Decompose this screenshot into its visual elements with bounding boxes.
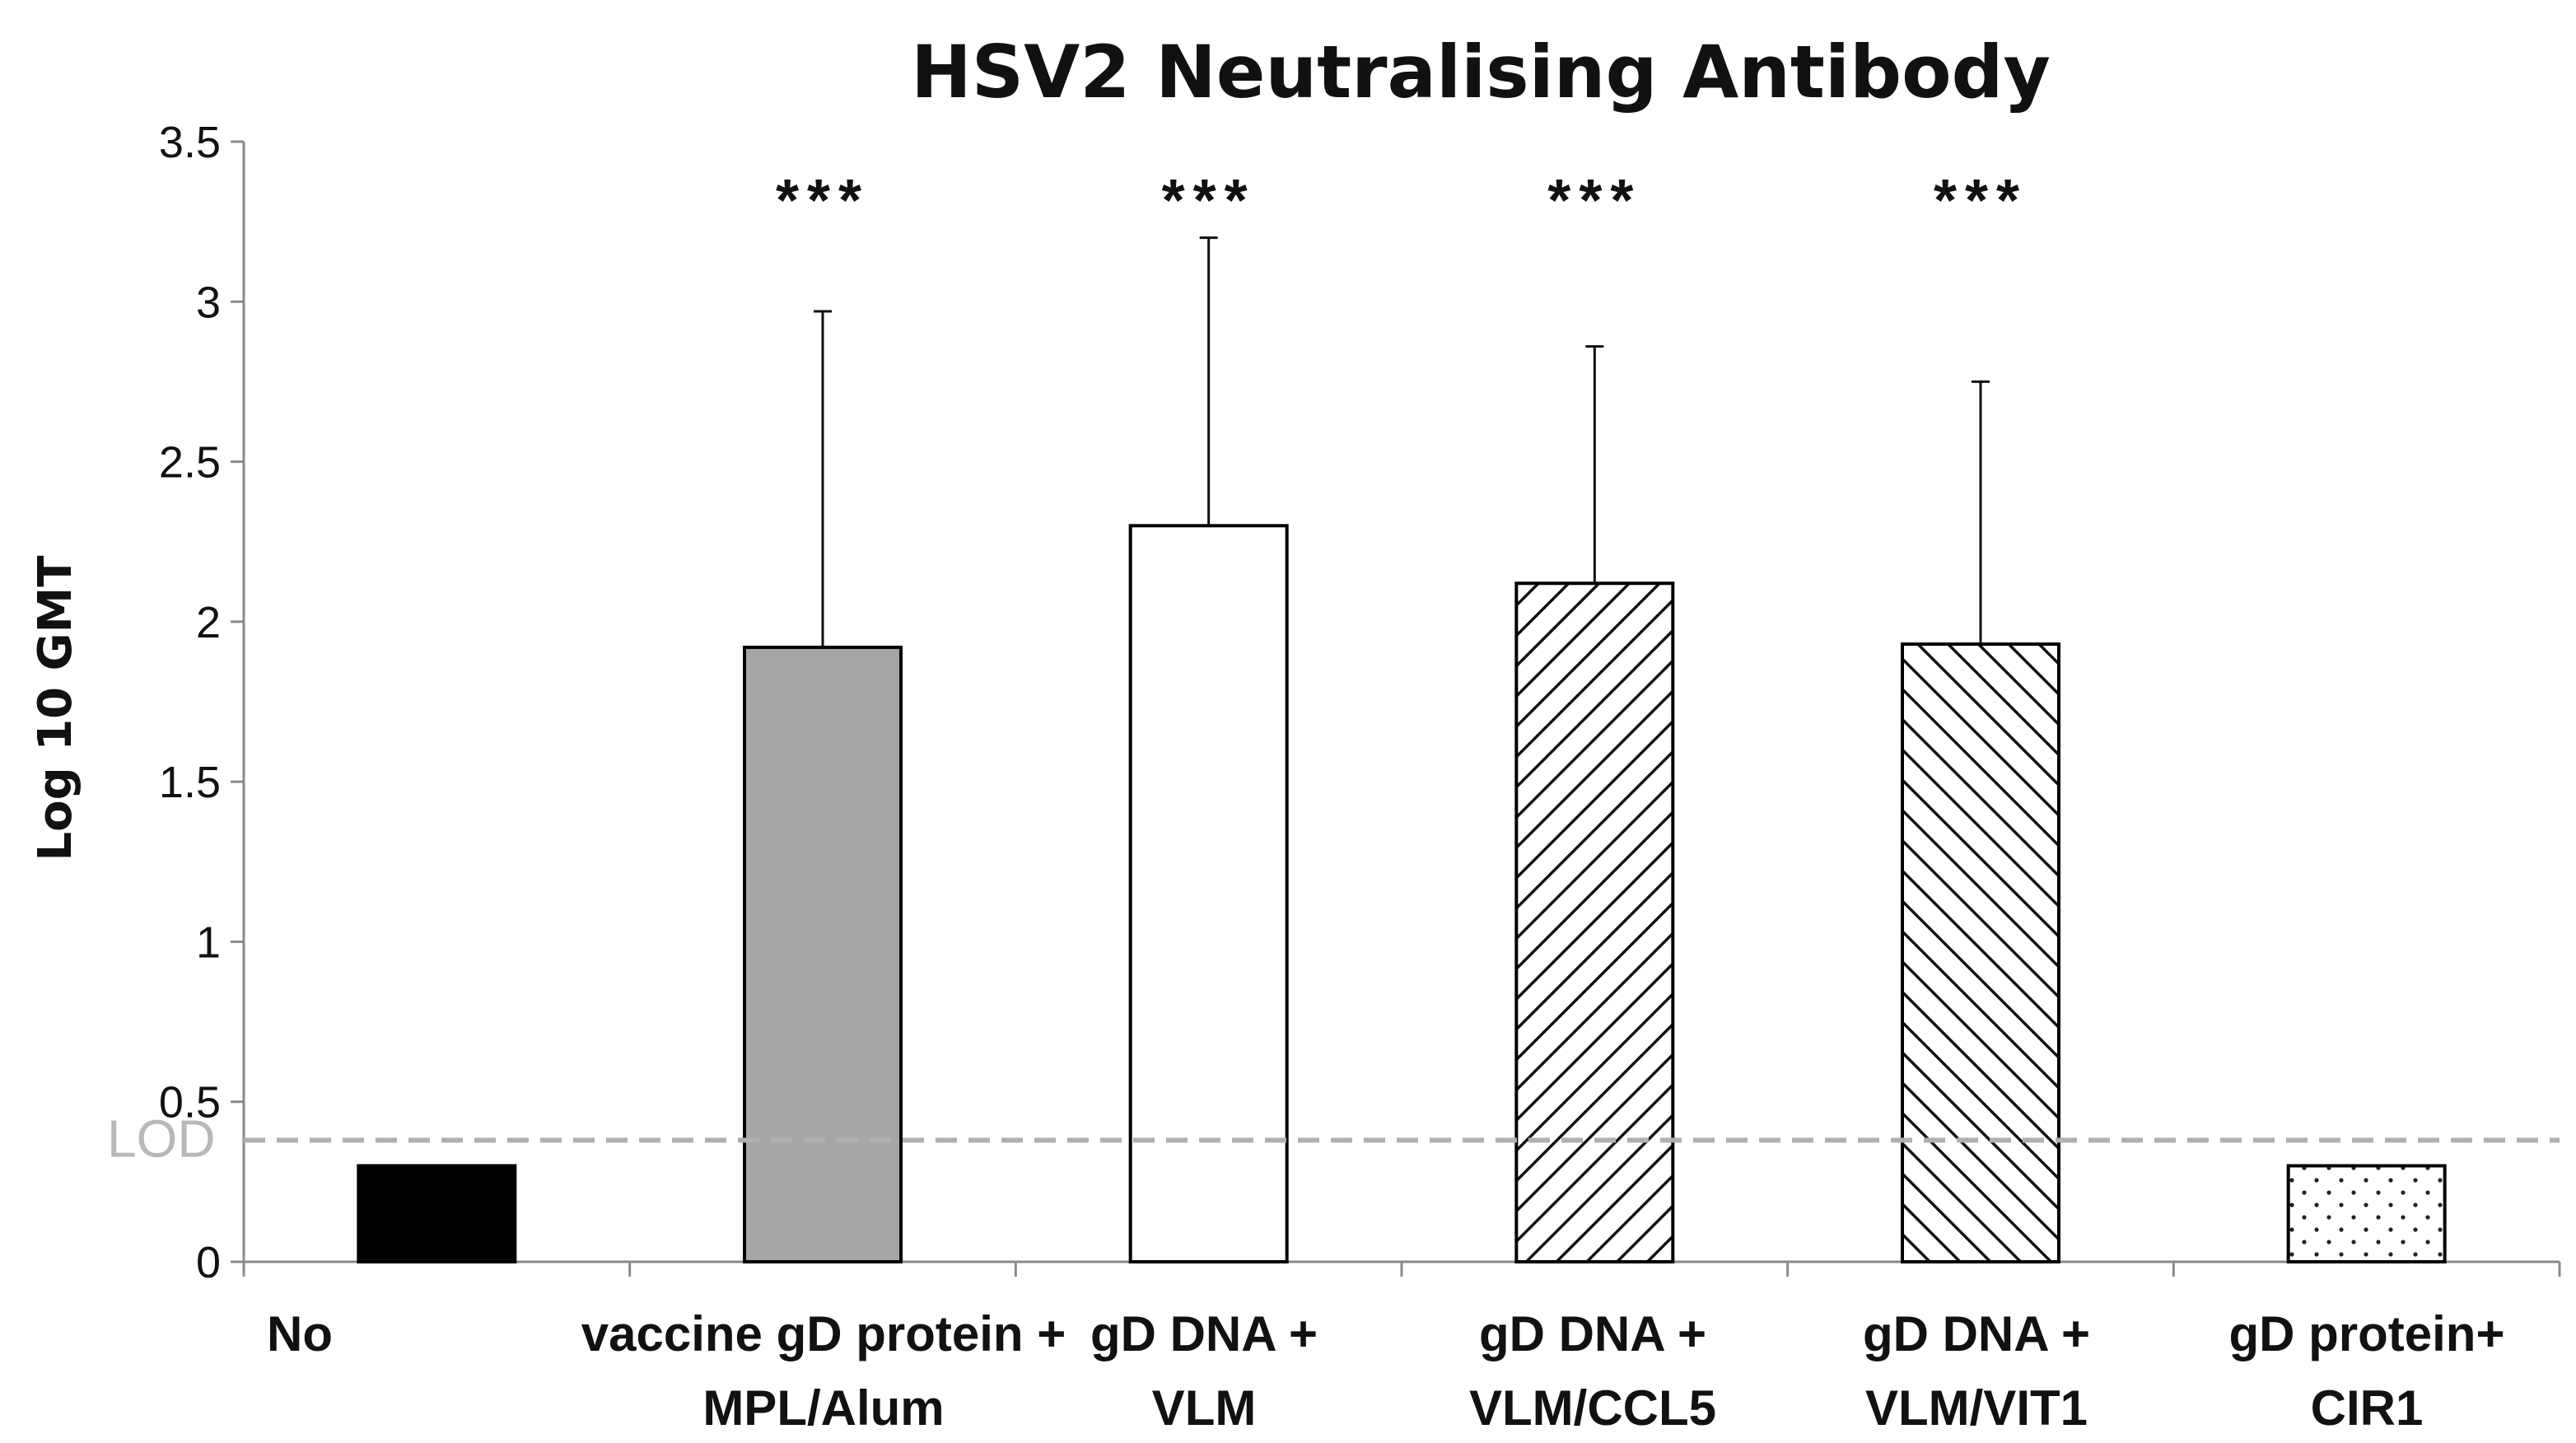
bar (357, 1164, 517, 1264)
bar (1901, 642, 2060, 1263)
significance-label: *** (1162, 168, 1256, 234)
significance-label: *** (1934, 168, 2028, 234)
significance-label: *** (1547, 168, 1641, 234)
x-category-label: gD DNA + (1479, 1306, 1706, 1361)
y-axis-label: Log 10 GMT (29, 555, 82, 861)
x-category-label: CIR1 (2311, 1380, 2424, 1436)
y-tick-label: 0.5 (159, 1078, 221, 1128)
y-tick-label: 0 (196, 1238, 221, 1287)
x-category-label: VLM (1152, 1380, 1257, 1436)
x-category-label: No (267, 1306, 333, 1361)
x-category-label: gD DNA + (1090, 1306, 1318, 1361)
x-category-label: MPL/Alum (702, 1380, 944, 1436)
x-category-label: vaccine gD protein + (581, 1306, 1066, 1361)
lod-label: LOD (107, 1109, 216, 1168)
x-category-label: gD DNA + (1863, 1306, 2090, 1361)
y-tick-label: 2 (196, 598, 221, 647)
chart-title: HSV2 Neutralising Antibody (911, 30, 2051, 114)
bar (743, 645, 903, 1263)
x-category-label: VLM/VIT1 (1865, 1380, 2088, 1436)
y-tick-label: 3.5 (159, 118, 221, 167)
bar (1514, 581, 1675, 1263)
bar (2286, 1164, 2447, 1264)
bar (1128, 524, 1289, 1263)
y-tick-label: 1 (196, 918, 221, 967)
y-tick-label: 3 (196, 278, 221, 327)
y-tick-label: 1.5 (159, 758, 221, 807)
significance-label: *** (776, 168, 870, 234)
x-category-label: gD protein+ (2228, 1306, 2504, 1361)
x-category-label: VLM/CCL5 (1469, 1380, 1716, 1436)
y-tick-label: 2.5 (159, 438, 221, 488)
